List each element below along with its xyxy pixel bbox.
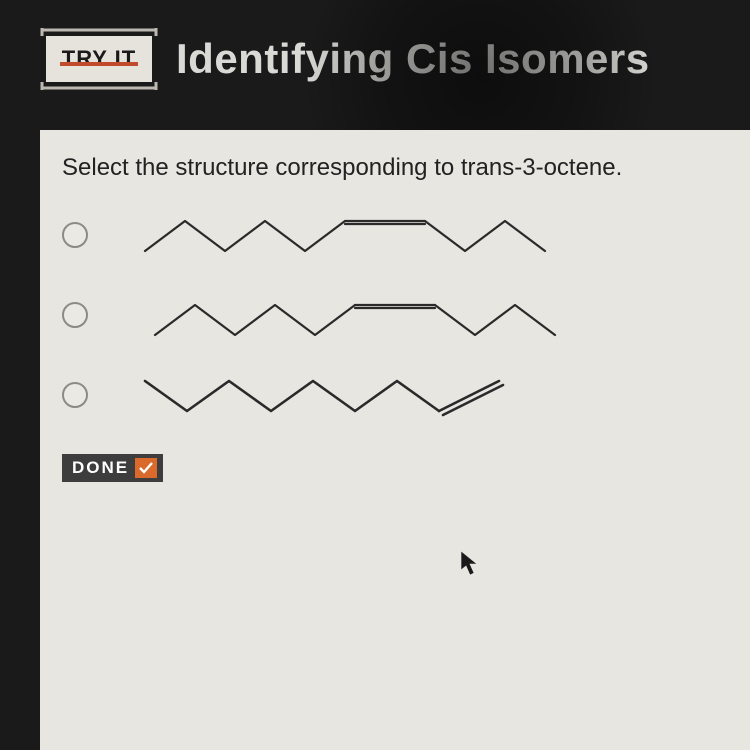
done-label: DONE [72,458,129,478]
radio-button[interactable] [62,382,88,408]
options-group [62,200,728,430]
tryit-box: TRY IT [46,36,152,82]
cursor-icon [460,550,480,578]
radio-button[interactable] [62,302,88,328]
molecule-structure-3 [106,367,728,423]
question-prompt: Select the structure corresponding to tr… [62,154,728,182]
check-icon [135,458,157,478]
molecule-structure-1 [106,207,728,263]
done-button[interactable]: DONE [62,454,163,482]
header-bar: TRY IT Identifying Cis Isomers [0,0,750,110]
tryit-accent-bar [60,62,138,66]
bracket-bottom-icon [40,82,158,90]
option-row-2[interactable] [62,280,728,350]
tryit-badge: TRY IT [40,28,158,90]
question-panel: Select the structure corresponding to tr… [40,130,750,750]
radio-button[interactable] [62,222,88,248]
option-row-3[interactable] [62,360,728,430]
bracket-top-icon [40,28,158,36]
option-row-1[interactable] [62,200,728,270]
tryit-text: TRY IT [62,46,136,72]
molecule-structure-2 [106,287,728,343]
page-title: Identifying Cis Isomers [176,35,650,83]
